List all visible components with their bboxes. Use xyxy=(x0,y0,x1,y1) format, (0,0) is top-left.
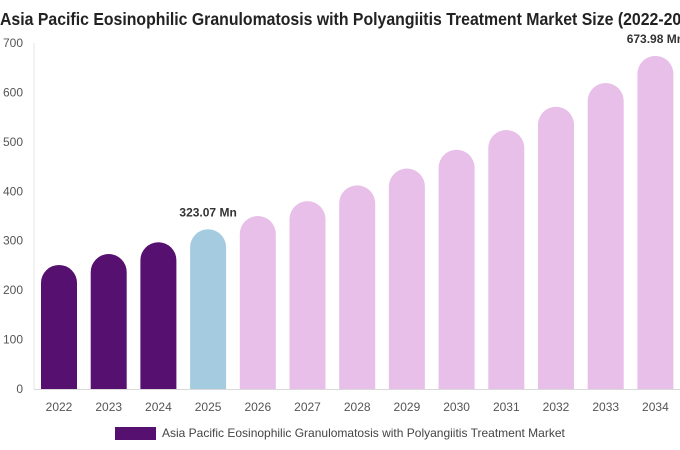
bar-2024 xyxy=(140,242,177,389)
x-tick-label: 2033 xyxy=(592,400,619,414)
bar-2031 xyxy=(488,129,525,389)
bar-2023 xyxy=(90,254,127,389)
y-tick-label: 500 xyxy=(3,135,23,149)
legend-swatch xyxy=(115,427,156,440)
y-tick-label: 700 xyxy=(3,36,23,50)
y-tick-label: 200 xyxy=(3,283,23,297)
x-tick-label: 2028 xyxy=(344,400,371,414)
bar-2027 xyxy=(289,201,326,389)
bar-2032 xyxy=(538,106,574,390)
x-tick-label: 2031 xyxy=(493,400,520,414)
x-tick-label: 2026 xyxy=(244,400,271,414)
y-tick-label: 300 xyxy=(3,234,23,248)
y-tick-label: 100 xyxy=(3,333,23,347)
y-tick-label: 600 xyxy=(3,85,23,99)
bar-2029 xyxy=(388,168,425,389)
bar-2028 xyxy=(339,185,376,389)
legend-label: Asia Pacific Eosinophilic Granulomatosis… xyxy=(162,426,565,440)
bar-2033 xyxy=(587,83,624,389)
x-tick-label: 2025 xyxy=(195,400,222,414)
x-tick-label: 2024 xyxy=(145,400,172,414)
x-tick-label: 2030 xyxy=(443,400,470,414)
data-label: 673.98 Mn xyxy=(627,32,680,46)
bar-2025 xyxy=(190,229,227,389)
y-tick-label: 400 xyxy=(3,184,23,198)
x-tick-label: 2022 xyxy=(46,400,73,414)
bar-2034 xyxy=(637,55,674,389)
x-tick-label: 2027 xyxy=(294,400,321,414)
data-label: 323.07 Mn xyxy=(179,205,236,219)
bar-2022 xyxy=(41,264,77,389)
bar-2026 xyxy=(239,216,276,389)
bar-2030 xyxy=(438,149,475,389)
y-tick-label: 0 xyxy=(16,382,23,396)
x-tick-label: 2023 xyxy=(95,400,122,414)
x-tick-label: 2029 xyxy=(394,400,421,414)
x-tick-label: 2032 xyxy=(543,400,570,414)
x-tick-label: 2034 xyxy=(642,400,669,414)
chart-title: Asia Pacific Eosinophilic Granulomatosis… xyxy=(0,9,680,29)
